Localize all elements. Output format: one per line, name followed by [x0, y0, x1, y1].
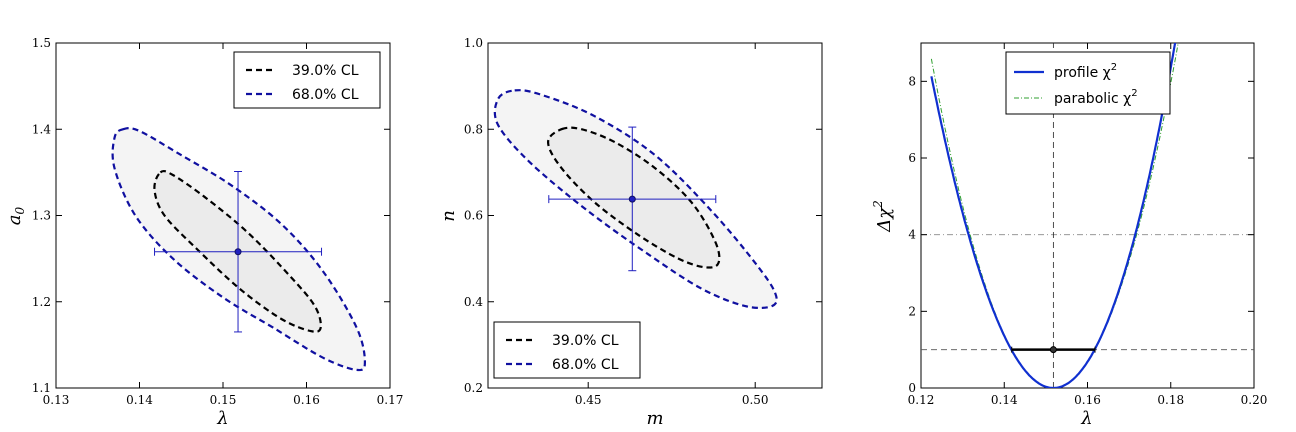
x-tick-label: 0.14 [126, 393, 153, 407]
x-axis-label: m [646, 408, 663, 429]
legend-box [233, 51, 381, 109]
y-tick-label: 1.0 [464, 36, 483, 50]
panel-contour-m-n: 0.45 0.50 0.2 0.4 0.6 0.8 1.0 m n 39.0% CL 68… [438, 36, 823, 429]
x-axis-label: λ [1080, 408, 1092, 429]
x-tick-label: 0.18 [1157, 393, 1184, 407]
y-tick-label: 1.5 [32, 36, 51, 50]
legend-label-parabolic: parabolic χ2 [1054, 88, 1138, 107]
legend: profile χ2 parabolic χ2 [1005, 51, 1171, 115]
contour-line-39 [153, 169, 322, 333]
x-tick-label: 0.17 [377, 393, 404, 407]
x-tick-label: 0.50 [742, 393, 769, 407]
x-tick-label: 0.14 [991, 393, 1018, 407]
legend-box [1005, 51, 1171, 115]
y-tick-label: 0.2 [464, 381, 483, 395]
x-tick-label: 0.16 [293, 393, 320, 407]
y-axis-label: a0 [4, 206, 27, 225]
legend-label-39: 39.0% CL [292, 63, 359, 79]
contour-line-39 [546, 126, 721, 269]
y-tick-label: 1.3 [32, 209, 51, 223]
panel-contour-lambda-a0: 0.13 0.14 0.15 0.16 0.17 1.1 1.2 1.3 1.4 1.5 λ a… [4, 36, 403, 429]
legend: 39.0% CL 68.0% CL [233, 51, 381, 109]
y-tick-label: 1.2 [32, 295, 51, 309]
y-tick-label: 1.1 [32, 381, 51, 395]
legend-box [493, 321, 641, 379]
y-tick-label: 0.8 [464, 122, 483, 136]
y-tick-label: 0 [908, 381, 916, 395]
x-tick-label: 0.15 [210, 393, 237, 407]
y-tick-label: 4 [908, 228, 916, 242]
x-axis-label: λ [216, 408, 228, 429]
y-tick-label: 6 [908, 151, 916, 165]
y-tick-label: 8 [908, 74, 916, 88]
best-fit-point [628, 195, 636, 203]
best-fit-point [1049, 346, 1057, 354]
y-axis-label: Δχ2 [871, 200, 895, 233]
y-tick-label: 2 [908, 304, 916, 318]
x-tick-label: 0.12 [908, 393, 935, 407]
x-tick-label: 0.45 [575, 393, 602, 407]
x-tick-label: 0.13 [43, 393, 70, 407]
contour-line-68 [493, 89, 778, 310]
y-axis-label: n [438, 210, 459, 222]
best-fit-point [234, 248, 242, 256]
legend-label-68: 68.0% CL [292, 87, 359, 103]
legend-label-profile: profile χ2 [1054, 62, 1117, 81]
legend-label-68: 68.0% CL [552, 357, 619, 373]
y-tick-label: 1.4 [32, 122, 51, 136]
legend: 39.0% CL 68.0% CL [493, 321, 641, 379]
panel-profile-chi2: 0.12 0.14 0.16 0.18 0.20 0 2 4 6 8 λ Δχ2 profile… [871, 42, 1268, 429]
legend-label-39: 39.0% CL [552, 333, 619, 349]
y-tick-label: 0.6 [464, 209, 483, 223]
x-tick-label: 0.20 [1241, 393, 1268, 407]
contour-line-68 [111, 126, 367, 372]
x-tick-label: 0.16 [1074, 393, 1101, 407]
y-tick-label: 0.4 [464, 295, 483, 309]
profile-chi2-curve [930, 43, 1177, 388]
